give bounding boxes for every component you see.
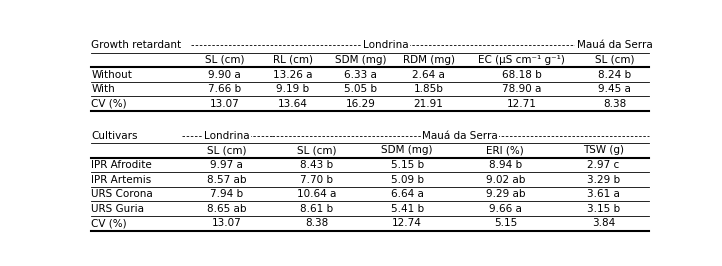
Text: SDM (mg): SDM (mg) [381,146,433,155]
Text: 2.64 a: 2.64 a [412,69,445,80]
Text: 5.15: 5.15 [494,218,517,228]
Text: 16.29: 16.29 [346,99,375,109]
Text: 21.91: 21.91 [414,99,443,109]
Text: 13.64: 13.64 [278,99,308,109]
Text: 2.97 c: 2.97 c [588,160,619,170]
Text: RL (cm): RL (cm) [273,55,313,65]
Text: Cultivars: Cultivars [92,131,138,141]
Text: 8.38: 8.38 [305,218,329,228]
Text: 6.33 a: 6.33 a [344,69,377,80]
Text: URS Guria: URS Guria [92,204,144,214]
Text: 9.90 a: 9.90 a [209,69,241,80]
Text: 5.41 b: 5.41 b [391,204,424,214]
Text: SDM (mg): SDM (mg) [335,55,386,65]
Text: SL (cm): SL (cm) [595,55,635,65]
Text: IPR Afrodite: IPR Afrodite [92,160,152,170]
Text: 9.45 a: 9.45 a [599,84,631,94]
Text: IPR Artemis: IPR Artemis [92,174,152,185]
Text: Londrina: Londrina [363,40,409,50]
Text: ERI (%): ERI (%) [487,146,524,155]
Text: 9.02 ab: 9.02 ab [486,174,525,185]
Text: 9.19 b: 9.19 b [276,84,309,94]
Text: 6.64 a: 6.64 a [391,189,424,199]
Text: 7.94 b: 7.94 b [210,189,243,199]
Text: 13.26 a: 13.26 a [273,69,313,80]
Text: URS Corona: URS Corona [92,189,153,199]
Text: 5.15 b: 5.15 b [391,160,424,170]
Text: 10.64 a: 10.64 a [297,189,336,199]
Text: 9.97 a: 9.97 a [210,160,243,170]
Text: 9.66 a: 9.66 a [489,204,522,214]
Text: 8.94 b: 8.94 b [489,160,522,170]
Text: CV (%): CV (%) [92,99,127,109]
Text: Without: Without [92,69,132,80]
Text: 7.70 b: 7.70 b [300,174,334,185]
Text: 8.57 ab: 8.57 ab [207,174,246,185]
Text: 8.24 b: 8.24 b [598,69,631,80]
Text: RDM (mg): RDM (mg) [403,55,455,65]
Text: 12.71: 12.71 [507,99,536,109]
Text: Mauá da Serra: Mauá da Serra [422,131,498,141]
Text: Londrina: Londrina [204,131,250,141]
Text: 3.15 b: 3.15 b [587,204,620,214]
Text: SL (cm): SL (cm) [297,146,336,155]
Text: EC (μS cm⁻¹ g⁻¹): EC (μS cm⁻¹ g⁻¹) [478,55,565,65]
Text: 8.61 b: 8.61 b [300,204,334,214]
Text: 8.38: 8.38 [603,99,627,109]
Text: 5.09 b: 5.09 b [391,174,424,185]
Text: 8.65 ab: 8.65 ab [207,204,246,214]
Text: 3.84: 3.84 [592,218,615,228]
Text: 5.05 b: 5.05 b [344,84,377,94]
Text: CV (%): CV (%) [92,218,127,228]
Text: With: With [92,84,115,94]
Text: 1.85b: 1.85b [414,84,443,94]
Text: 78.90 a: 78.90 a [502,84,542,94]
Text: 3.29 b: 3.29 b [587,174,620,185]
Text: 13.07: 13.07 [212,218,242,228]
Text: 7.66 b: 7.66 b [208,84,241,94]
Text: 12.74: 12.74 [392,218,422,228]
Text: Growth retardant: Growth retardant [92,40,181,50]
Text: SL (cm): SL (cm) [205,55,245,65]
Text: 68.18 b: 68.18 b [502,69,542,80]
Text: 8.43 b: 8.43 b [300,160,334,170]
Text: 13.07: 13.07 [210,99,240,109]
Text: 3.61 a: 3.61 a [587,189,620,199]
Text: SL (cm): SL (cm) [207,146,246,155]
Text: TSW (g): TSW (g) [583,146,624,155]
Text: 9.29 ab: 9.29 ab [486,189,525,199]
Text: Mauá da Serra: Mauá da Serra [577,40,653,50]
